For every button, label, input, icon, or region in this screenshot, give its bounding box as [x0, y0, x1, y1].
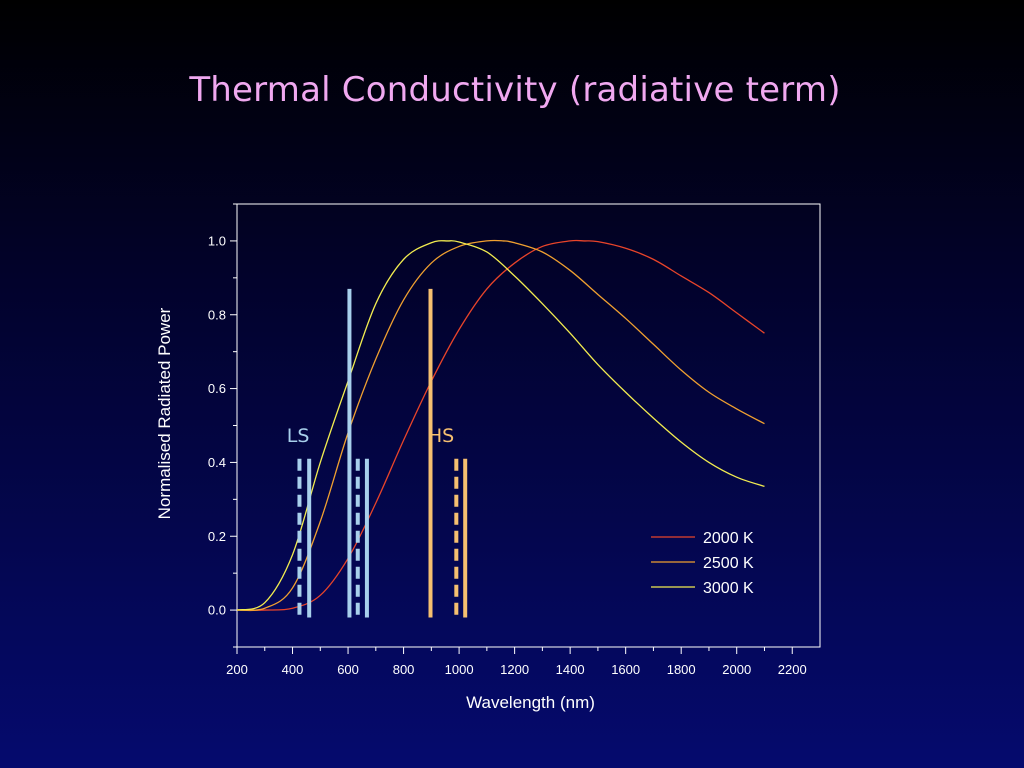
chart-legend: 2000 K 2500 K 3000 K — [651, 530, 754, 597]
x-tick-label: 1000 — [445, 662, 474, 677]
legend-label: 3000 K — [703, 580, 754, 597]
x-tick-label: 1800 — [667, 662, 696, 677]
y-tick-label: 0.2 — [208, 529, 226, 544]
x-tick-label: 2000 — [722, 662, 751, 677]
series-line-2000-k — [236, 239, 765, 611]
legend-label: 2000 K — [703, 530, 754, 547]
x-tick-label: 200 — [226, 662, 248, 677]
y-tick-label: 1.0 — [208, 233, 226, 248]
y-axis-title: Normalised Radiated Power — [155, 307, 174, 519]
series-line-2500-k — [236, 239, 765, 612]
x-tick-label: 400 — [282, 662, 304, 677]
x-axis-title: Wavelength (nm) — [466, 693, 595, 712]
y-tick-label: 0.4 — [208, 455, 226, 470]
annotation-hs: HS — [428, 425, 454, 447]
x-tick-label: 800 — [393, 662, 415, 677]
x-tick-label: 2200 — [778, 662, 807, 677]
slide-title: Thermal Conductivity (radiative term) — [189, 70, 841, 110]
y-tick-label: 0.0 — [208, 603, 226, 618]
chart-annotations: LS HS — [287, 425, 454, 447]
x-tick-label: 600 — [337, 662, 359, 677]
legend-label: 2500 K — [703, 555, 754, 572]
y-tick-label: 0.8 — [208, 307, 226, 322]
chart-axes: 200 400 600 800 1000 1200 1400 1600 1800 2000 2200… — [208, 203, 821, 677]
chart-series — [236, 239, 765, 612]
x-tick-label: 1600 — [611, 662, 640, 677]
chart-marker-lines — [297, 288, 468, 618]
series-line-3000-k — [236, 240, 765, 611]
y-tick-label: 0.6 — [208, 381, 226, 396]
annotation-ls: LS — [287, 425, 310, 447]
x-tick-label: 1200 — [500, 662, 529, 677]
x-tick-label: 1400 — [556, 662, 585, 677]
